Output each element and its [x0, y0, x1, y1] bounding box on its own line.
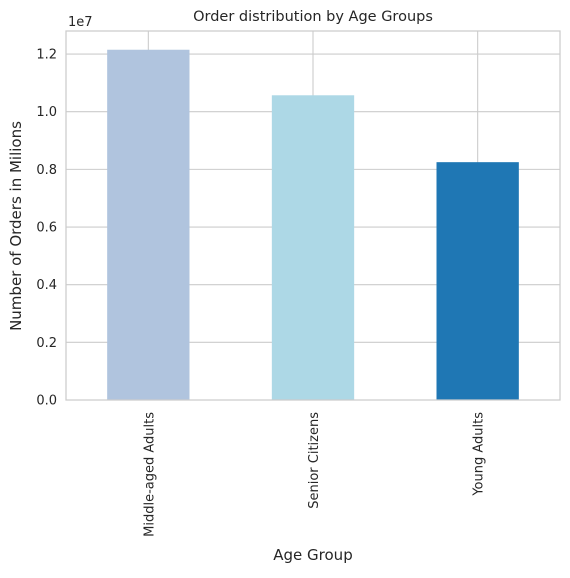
x-axis-label: Age Group [273, 546, 352, 564]
y-tick-label: 0.2 [36, 336, 57, 351]
bars [107, 49, 519, 401]
y-tick-label: 0.6 [36, 221, 57, 236]
x-tick-label: Young Adults [472, 412, 487, 497]
x-tick-label: Senior Citizens [307, 412, 322, 509]
y-tick-label: 1.0 [36, 105, 57, 120]
chart-title: Order distribution by Age Groups [193, 9, 433, 25]
y-tick-label: 0.0 [36, 394, 57, 409]
y-axis-label: Number of Orders in Milions [7, 121, 25, 331]
y-tick-label: 0.4 [36, 278, 57, 293]
bar-senior-citizens [271, 95, 355, 401]
x-tick-label: Middle-aged Adults [142, 412, 157, 537]
y-tick-label: 1.2 [36, 48, 57, 63]
bar-middle-aged-adults [107, 49, 190, 400]
y-axis-offset-label: 1e7 [68, 15, 93, 30]
y-tick-label: 0.8 [36, 163, 57, 178]
y-tick-labels: 0.0 0.2 0.4 0.6 0.8 1.0 1.2 [36, 48, 57, 409]
x-tick-labels: Middle-aged Adults Senior Citizens Young A… [142, 412, 486, 537]
bar-young-adults [436, 162, 519, 400]
axes-frame [65, 30, 561, 401]
plot-frame [65, 30, 561, 401]
